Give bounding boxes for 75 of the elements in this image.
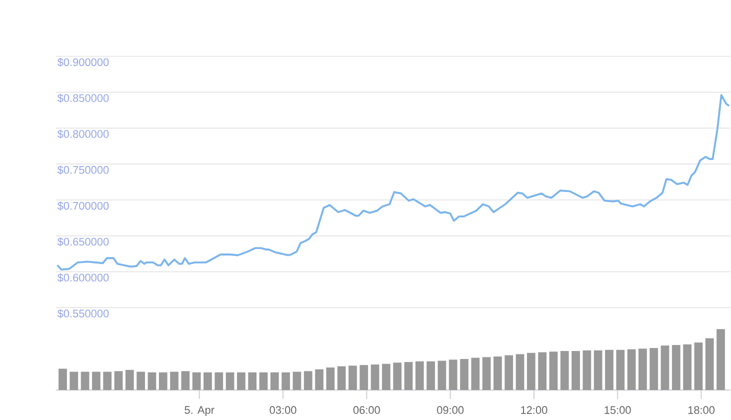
x-tick-label: 06:00 <box>353 406 380 414</box>
bar <box>650 348 658 390</box>
bar <box>638 348 647 390</box>
bar <box>572 350 580 390</box>
bar <box>136 372 145 390</box>
bar <box>627 349 636 390</box>
bar <box>181 371 190 390</box>
y-tick-label: $0.700000 <box>57 201 109 210</box>
bar <box>80 372 90 390</box>
bar <box>114 371 123 390</box>
bar <box>526 352 536 390</box>
bar <box>494 356 502 390</box>
y-tick-label: $0.850000 <box>57 94 109 103</box>
y-tick-label: $0.900000 <box>57 58 109 67</box>
bar <box>125 370 134 390</box>
bar <box>158 372 168 390</box>
bar <box>716 328 725 390</box>
bar <box>438 360 446 390</box>
bar <box>616 350 625 390</box>
bar <box>282 372 290 390</box>
bar <box>694 342 703 390</box>
bar <box>214 372 224 390</box>
bar <box>270 372 279 390</box>
x-tick-label: 03:00 <box>270 406 296 414</box>
bar <box>683 344 692 390</box>
y-tick-label: $0.650000 <box>57 237 109 246</box>
bar <box>92 372 100 390</box>
bar <box>516 354 524 390</box>
x-tick-label: 15:00 <box>604 406 631 414</box>
bar <box>482 356 491 390</box>
bar <box>605 350 614 390</box>
y-tick-label: $0.550000 <box>57 309 109 318</box>
bar <box>471 358 480 390</box>
x-tick-label: 12:00 <box>521 406 548 414</box>
bar <box>594 350 602 390</box>
bar <box>103 372 112 390</box>
bar <box>393 362 402 390</box>
bar <box>415 361 424 390</box>
bar <box>292 372 302 390</box>
bar <box>660 345 670 390</box>
bar <box>348 366 357 390</box>
bar <box>705 338 714 390</box>
bar <box>560 350 569 390</box>
y-tick-label: $0.600000 <box>57 273 109 282</box>
bar <box>582 350 592 390</box>
bar <box>148 372 156 390</box>
bar <box>237 372 246 390</box>
bar <box>404 362 413 390</box>
bar <box>70 372 78 390</box>
bar <box>192 372 201 390</box>
y-tick-label: $0.750000 <box>57 165 109 174</box>
bar <box>360 364 368 390</box>
bar <box>58 368 67 390</box>
x-tick-label: 09:00 <box>437 406 464 414</box>
bar <box>538 352 546 390</box>
bar <box>448 359 458 390</box>
bar <box>337 366 346 390</box>
bar <box>370 364 380 390</box>
y-tick-label: $0.800000 <box>57 130 109 138</box>
bar <box>382 364 390 390</box>
bar <box>315 369 324 390</box>
x-tick-label: 5. Apr <box>184 406 214 416</box>
x-tick-label: 18:00 <box>688 406 715 414</box>
bar <box>504 355 514 390</box>
bar <box>326 367 335 390</box>
bar <box>259 372 268 390</box>
bar <box>204 372 212 390</box>
bar <box>549 352 558 390</box>
bar <box>672 344 680 390</box>
bar <box>226 372 234 390</box>
bar <box>460 358 468 390</box>
bar <box>248 372 257 390</box>
bar <box>426 361 435 390</box>
bar <box>304 371 312 390</box>
bar <box>170 372 178 390</box>
